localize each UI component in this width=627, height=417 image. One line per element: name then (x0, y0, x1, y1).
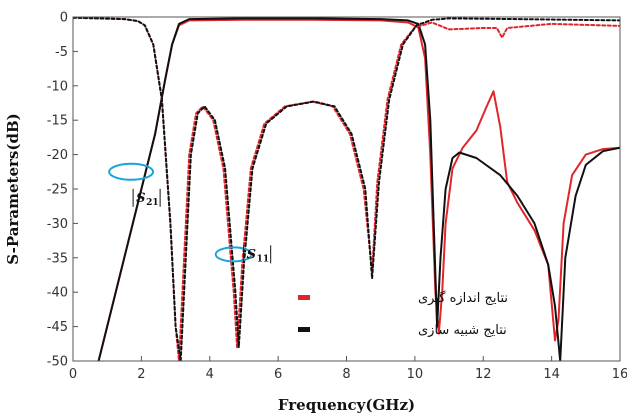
legend: نتایج اندازه گیری نتایج شبیه سازی (298, 290, 508, 338)
x-axis-label: Frequency(GHz) (278, 396, 415, 414)
x-tick-label: 8 (342, 367, 350, 382)
y-tick-label: 0 (60, 11, 68, 26)
annotation-subscript: 11 (257, 254, 270, 264)
annotation-label: S (247, 247, 256, 262)
x-tick-label: 4 (206, 367, 214, 382)
legend-entry-measured: نتایج اندازه گیری (298, 290, 508, 306)
x-tick-label: 16 (612, 367, 627, 382)
x-tick-label: 12 (475, 367, 492, 382)
series-line-3 (73, 17, 620, 361)
y-tick-label: -25 (47, 183, 68, 198)
series-line-1 (97, 17, 620, 361)
annotation-label: S (136, 191, 145, 206)
y-tick-label: -20 (47, 148, 68, 163)
y-tick-label: -30 (47, 217, 68, 232)
y-tick-label: -5 (55, 45, 68, 60)
legend-label-measured: نتایج اندازه گیری (418, 290, 508, 306)
y-tick-label: -45 (47, 320, 68, 335)
legend-entry-simulated: نتایج شبیه سازی (298, 323, 507, 338)
y-tick-label: -40 (47, 286, 68, 301)
y-axis-label: S-Parameters(dB) (4, 113, 22, 264)
y-tick-label: -35 (47, 251, 68, 266)
x-tick-label: 2 (137, 367, 145, 382)
x-tick-label: 14 (543, 367, 560, 382)
legend-label-simulated: نتایج شبیه سازی (418, 323, 507, 338)
y-tick-label: -15 (47, 114, 68, 129)
legend-swatch-measured (298, 295, 310, 300)
y-tick-label: -50 (47, 355, 68, 370)
annotation-layer: S 21S 11 (108, 162, 272, 264)
annotation-subscript: 21 (146, 198, 159, 208)
legend-swatch-simulated (298, 327, 310, 332)
x-tick-label: 6 (274, 367, 282, 382)
ticks-layer: 0 2 4 6 8 10 12 14 16 0 -5 -10 -15 -20 -25 -30 -35 -40 -45… (47, 11, 627, 383)
annotation-ellipse (108, 162, 155, 181)
x-tick-label: 0 (69, 367, 77, 382)
annotation-ellipse (214, 246, 253, 263)
x-tick-label: 10 (407, 367, 424, 382)
series-layer (73, 17, 620, 361)
y-tick-label: -10 (47, 79, 68, 94)
